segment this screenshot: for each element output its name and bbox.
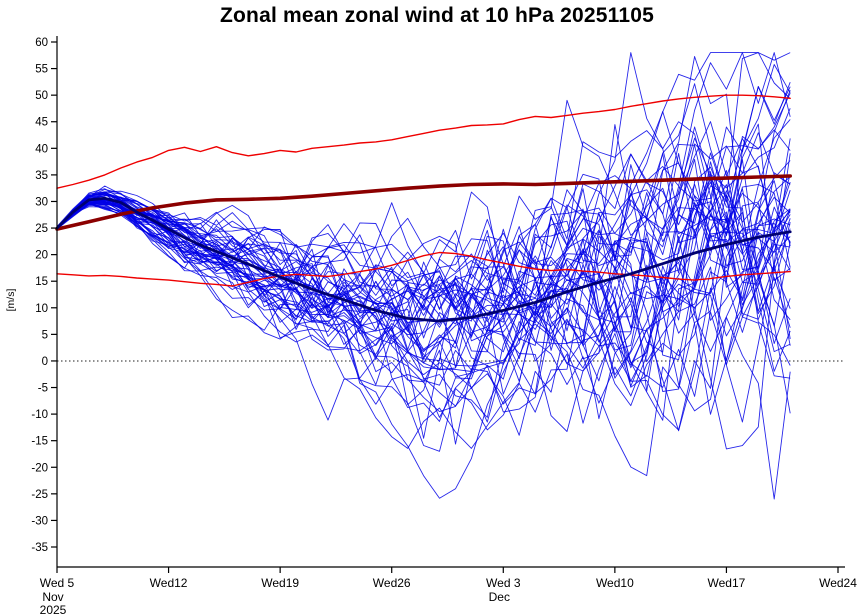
y-tick-label: -20 <box>31 462 48 474</box>
ensemble-member-line <box>56 174 791 389</box>
y-axis-label: [m/s] <box>5 289 17 312</box>
y-tick-label: 20 <box>35 250 48 262</box>
ensemble-member-line <box>56 196 791 450</box>
y-tick-label: -10 <box>31 409 48 421</box>
y-tick-label: 40 <box>35 143 48 155</box>
x-tick-label: Wed19 <box>261 576 299 590</box>
series-climatological-mean <box>55 174 793 231</box>
ensemble-member-line <box>56 184 791 334</box>
x-tick-sublabel: 2025 <box>40 603 67 614</box>
y-axis-ticks: 605550454035302520151050-5-10-15-20-25-3… <box>31 37 57 554</box>
x-tick-sublabel: Nov <box>42 590 63 604</box>
ensemble-member-line <box>56 99 791 338</box>
y-tick-label: 35 <box>35 170 48 182</box>
y-tick-label: -5 <box>38 383 48 395</box>
series-climatology-lower-bound <box>56 251 791 287</box>
y-tick-label: 50 <box>35 90 48 102</box>
ensemble-member-line <box>56 124 791 449</box>
y-tick-label: 25 <box>35 223 48 235</box>
y-tick-label: -35 <box>31 542 48 554</box>
y-tick-label: -25 <box>31 489 48 501</box>
ensemble-member-line <box>56 171 791 405</box>
y-tick-label: 45 <box>35 117 48 129</box>
y-tick-label: 0 <box>42 356 48 368</box>
ensemble-member-line <box>56 111 791 313</box>
y-tick-label: -15 <box>31 436 48 448</box>
x-tick-label: Wed12 <box>150 576 188 590</box>
y-tick-label: -30 <box>31 515 48 527</box>
chart-title: Zonal mean zonal wind at 10 hPa 20251105 <box>219 4 654 27</box>
ensemble-member-line <box>56 192 791 386</box>
ensemble-member-line <box>56 188 791 414</box>
y-tick-label: 55 <box>35 64 48 76</box>
ensemble-member-line <box>56 130 791 344</box>
ensemble-members <box>56 52 791 500</box>
x-tick-label: Wed 3 <box>486 576 521 590</box>
x-tick-label: Wed 5 <box>40 576 75 590</box>
series-climatology-upper-bound <box>56 94 791 189</box>
y-tick-label: 15 <box>35 276 48 288</box>
ensemble-member-line <box>56 190 791 362</box>
y-tick-label: 5 <box>42 329 48 341</box>
y-tick-label: 10 <box>35 303 48 315</box>
x-tick-label: Wed26 <box>373 576 411 590</box>
x-tick-label: Wed24 <box>819 576 857 590</box>
series-ensemble-mean <box>55 196 792 323</box>
x-tick-label: Wed17 <box>708 576 746 590</box>
svg-text:[m/s]: [m/s] <box>5 289 17 312</box>
x-tick-sublabel: Dec <box>489 590 510 604</box>
ensemble-member-line <box>56 52 791 353</box>
ensemble-member-line <box>56 198 791 378</box>
y-tick-label: 60 <box>35 37 48 49</box>
ensemble-member-line <box>56 183 791 477</box>
ensemble-member-line <box>56 158 791 382</box>
axes <box>56 36 845 568</box>
ensemble-member-line <box>56 194 791 500</box>
ensemble-member-line <box>56 201 791 439</box>
ensemble-member-line <box>56 138 791 421</box>
x-tick-label: Wed10 <box>596 576 634 590</box>
ensemble-member-line <box>56 203 791 445</box>
ensemble-member-line <box>56 153 791 423</box>
ensemble-member-line <box>56 82 791 422</box>
y-tick-label: 30 <box>35 196 48 208</box>
ensemble-member-line <box>56 64 791 379</box>
